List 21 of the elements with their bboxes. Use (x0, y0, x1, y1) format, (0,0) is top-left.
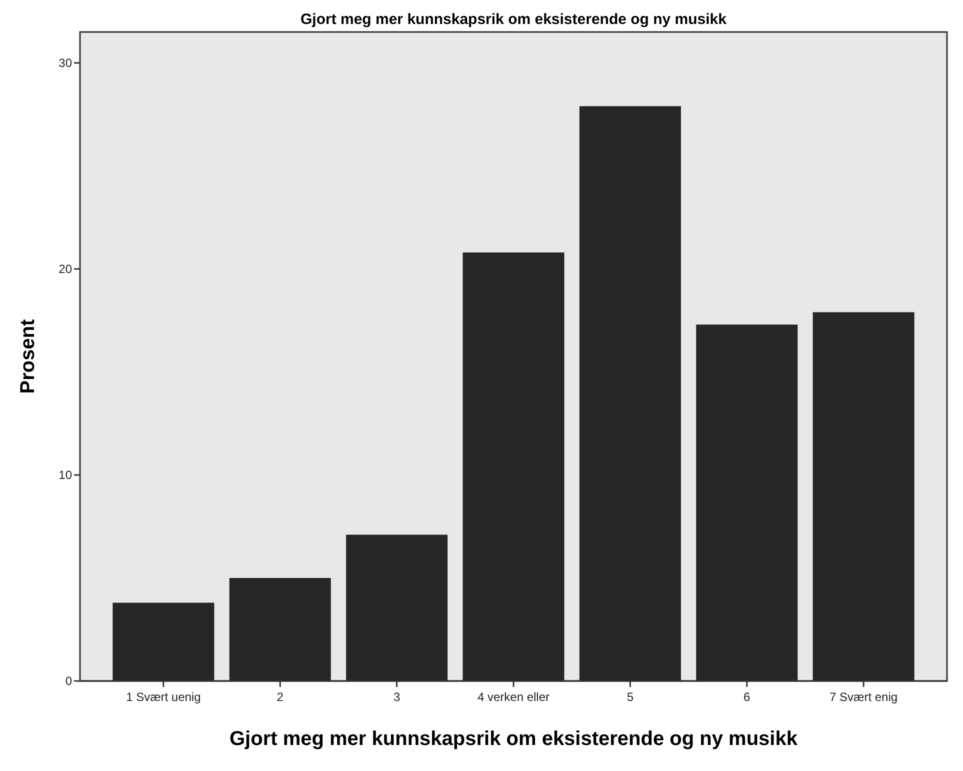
x-tick-label: 6 (744, 690, 751, 704)
x-tick-label: 4 verken eller (477, 690, 550, 704)
y-tick-label: 0 (65, 674, 72, 688)
x-tick-label: 3 (393, 690, 400, 704)
chart-title: Gjort meg mer kunnskapsrik om eksisterende og ny musikk (300, 11, 728, 28)
x-tick-label: 7 Svært enig (830, 690, 898, 704)
x-tick-label: 2 (276, 690, 284, 704)
x-tick-label: 1 Svært uenig (126, 690, 201, 704)
bar (696, 324, 798, 681)
y-tick-label: 30 (58, 56, 72, 70)
bar (112, 602, 214, 681)
y-tick-label: 10 (58, 468, 72, 482)
x-tick-label: 5 (626, 690, 634, 704)
bar (346, 534, 448, 681)
bar (462, 252, 564, 681)
y-tick-label: 20 (58, 262, 72, 276)
bar (579, 106, 681, 681)
x-axis-title: Gjort meg mer kunnskapsrik om eksisterende og ny musikk (230, 728, 798, 750)
bar (812, 312, 914, 681)
y-axis-title: Prosent (17, 318, 39, 394)
bar (229, 578, 331, 681)
